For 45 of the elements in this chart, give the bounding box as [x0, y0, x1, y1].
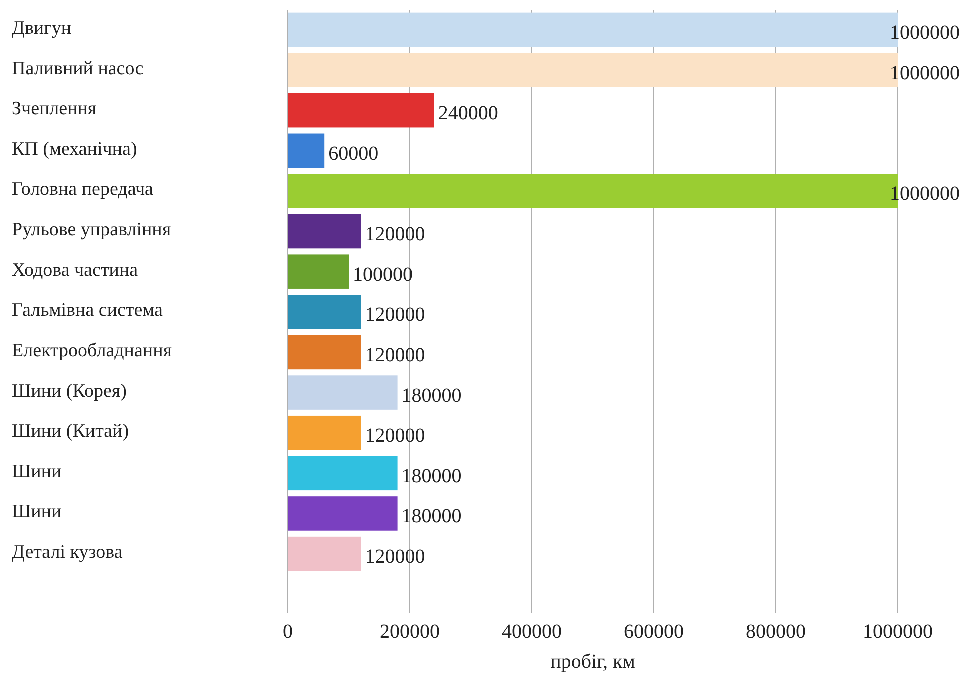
x-tick-label: 800000: [746, 621, 806, 643]
bar: [288, 254, 349, 289]
x-axis-title: пробіг, км: [550, 651, 636, 673]
y-tick-label: Електрообладнання: [12, 340, 172, 362]
data-label: 120000: [365, 546, 426, 568]
data-label: 120000: [365, 425, 426, 448]
y-tick-label: Двигун: [12, 18, 72, 39]
x-tick-label: 400000: [502, 621, 562, 643]
x-tick-label: 0: [283, 621, 293, 643]
bar: [288, 536, 362, 572]
y-tick-label: Деталі кузова: [12, 542, 124, 564]
data-label: 180000: [402, 384, 462, 407]
bar: [288, 93, 434, 128]
y-tick-label: Шини: [12, 502, 62, 523]
data-label: 100000: [353, 264, 413, 286]
y-tick-label: Шини (Корея): [12, 380, 127, 402]
x-tick-label: 200000: [380, 621, 440, 643]
y-tick-label: Рульове управління: [12, 220, 172, 241]
data-label: 180000: [402, 465, 462, 488]
data-label: 120000: [365, 344, 426, 366]
bar: [288, 335, 362, 370]
bar: [288, 295, 362, 330]
x-tick-label: 1000000: [863, 621, 933, 643]
y-tick-label: КП (механічна): [12, 138, 138, 160]
bar: [288, 376, 398, 410]
y-tick-label: Паливний насос: [12, 58, 144, 80]
data-label: 1000000: [890, 22, 960, 44]
y-tick-label: Зчеплення: [12, 98, 97, 120]
y-tick-label: Гальмівна система: [12, 300, 164, 322]
data-label: 120000: [365, 304, 426, 326]
bar: [288, 496, 398, 531]
y-tick-label: Головна передача: [12, 179, 154, 200]
data-label: 240000: [438, 102, 498, 125]
bar: [288, 456, 398, 491]
x-tick-label: 600000: [624, 621, 684, 643]
bar: [288, 214, 362, 249]
data-label: 60000: [328, 142, 379, 165]
data-label: 1000000: [890, 62, 960, 84]
y-tick-label: Шини (Китай): [12, 421, 130, 442]
y-tick-label: Шини: [12, 461, 62, 482]
data-label: 180000: [402, 506, 462, 528]
data-label: 120000: [365, 224, 426, 246]
bar: [288, 134, 325, 168]
bar: [288, 416, 362, 450]
y-tick-label: Ходова частина: [12, 260, 139, 281]
